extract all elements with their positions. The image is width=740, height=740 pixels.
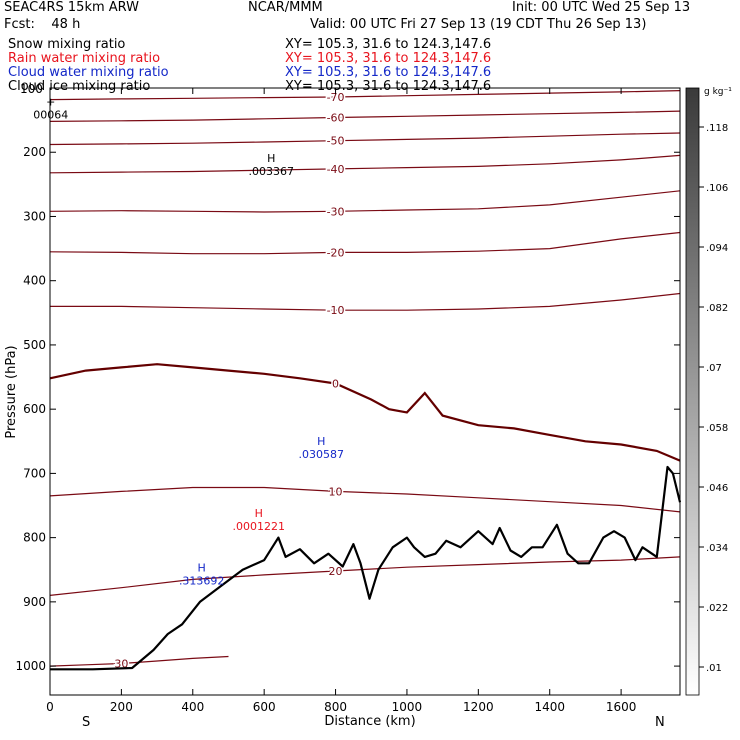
y-axis-title: Pressure (hPa) bbox=[4, 345, 19, 438]
x-tick-label: 1400 bbox=[534, 700, 565, 714]
colorbar-label: .07 bbox=[706, 363, 722, 374]
plot-frame bbox=[49, 87, 681, 696]
colorbar-label: .022 bbox=[706, 603, 728, 614]
extremum-marker: H bbox=[255, 507, 263, 520]
temperature-contour-line bbox=[49, 363, 681, 462]
colorbar-label: .094 bbox=[706, 243, 728, 254]
y-tick-label: 200 bbox=[23, 145, 46, 159]
x-axis: 0 200 400 600 800 1000 1200 1400 1600 bbox=[46, 88, 636, 714]
field-snow-name: Snow mixing ratio bbox=[8, 37, 126, 52]
temperature-contour-line bbox=[49, 132, 681, 146]
colorbar-label: .118 bbox=[706, 123, 728, 134]
colorbar-ramp bbox=[685, 87, 700, 696]
x-tick-label: 200 bbox=[110, 700, 133, 714]
model-title: SEAC4RS 15km ARW bbox=[4, 0, 140, 15]
colorbar-label: .01 bbox=[706, 663, 722, 674]
org-label: NCAR/MMM bbox=[248, 0, 323, 15]
y-tick-label: 500 bbox=[23, 338, 46, 352]
temperature-contour-line bbox=[49, 90, 681, 101]
temperature-contour-label: -70 bbox=[327, 91, 345, 104]
field-cloudwater-xy: XY= 105.3, 31.6 to 124.3,147.6 bbox=[285, 65, 492, 80]
field-rain-xy: XY= 105.3, 31.6 to 124.3,147.6 bbox=[285, 51, 492, 66]
colorbar-label: .034 bbox=[706, 543, 728, 554]
temperature-contour-label: -20 bbox=[327, 246, 345, 259]
temperature-contour-line bbox=[49, 231, 681, 255]
temperature-contour-label: -30 bbox=[327, 205, 345, 218]
terrain-line bbox=[50, 465, 682, 671]
extremum-value: .0001221 bbox=[233, 520, 286, 533]
valid-time: Valid: 00 UTC Fri 27 Sep 13 (19 CDT Thu … bbox=[310, 17, 647, 32]
temperature-contour-label: 20 bbox=[329, 565, 343, 578]
temperature-contour-label: -60 bbox=[327, 112, 345, 125]
y-tick-label: 300 bbox=[23, 209, 46, 223]
endpoint-left: S bbox=[82, 715, 90, 730]
colorbar-label: .046 bbox=[706, 483, 728, 494]
x-axis-title: Distance (km) bbox=[324, 714, 415, 729]
x-tick-label: 0 bbox=[46, 700, 54, 714]
extremum-value: 00064 bbox=[33, 109, 68, 122]
y-top-label: 100 bbox=[20, 82, 43, 96]
temperature-contour-line bbox=[50, 292, 681, 311]
temperature-contour-line bbox=[49, 190, 681, 213]
extremum-value: .313692 bbox=[179, 574, 225, 587]
y-tick-label: 1000 bbox=[15, 659, 46, 673]
temperature-contour-line bbox=[49, 110, 681, 122]
x-tick-label: 400 bbox=[181, 700, 204, 714]
y-tick-label: 400 bbox=[23, 274, 46, 288]
temperature-contour-label: 0 bbox=[332, 377, 339, 390]
y-tick-label: 900 bbox=[23, 595, 46, 609]
y-tick-label: 600 bbox=[23, 402, 46, 416]
temperature-contour-label: 10 bbox=[329, 485, 343, 498]
colorbar-label: .082 bbox=[706, 303, 728, 314]
temperature-contour-line bbox=[49, 486, 681, 513]
y-tick-label: 700 bbox=[23, 466, 46, 480]
field-cloudwater-name: Cloud water mixing ratio bbox=[8, 65, 169, 80]
y-tick-label: 800 bbox=[23, 531, 46, 545]
x-tick-label: 1200 bbox=[463, 700, 494, 714]
x-tick-label: 1600 bbox=[606, 700, 637, 714]
field-snow-xy: XY= 105.3, 31.6 to 124.3,147.6 bbox=[285, 37, 492, 52]
colorbar-label: .106 bbox=[706, 183, 728, 194]
extremum-value: .003367 bbox=[249, 165, 295, 178]
extremum-marker: + bbox=[46, 96, 55, 109]
field-cloudice-xy: XY= 105.3, 31.6 to 124.3,147.6 bbox=[285, 79, 492, 94]
extremum-marker: H bbox=[198, 561, 206, 574]
forecast-hour: Fcst: 48 h bbox=[4, 17, 81, 32]
temperature-contour-label: -50 bbox=[327, 135, 345, 148]
field-rain-name: Rain water mixing ratio bbox=[8, 51, 161, 66]
terrain-layer bbox=[50, 465, 682, 671]
colorbar-unit: g kg⁻¹ bbox=[704, 87, 732, 97]
colorbar: g kg⁻¹ .01 .022 .034 .046 .058 .07 .082 .094 .10… bbox=[685, 87, 732, 696]
extremum-value: .030587 bbox=[299, 448, 345, 461]
init-time: Init: 00 UTC Wed 25 Sep 13 bbox=[512, 0, 691, 15]
temperature-contour-line bbox=[49, 154, 681, 174]
extremum-marker: H bbox=[317, 435, 325, 448]
endpoint-right: N bbox=[655, 715, 665, 730]
temperature-contour-line bbox=[49, 556, 681, 596]
field-cloudice-name: Cloud ice mixing ratio bbox=[8, 79, 151, 94]
temperature-contour-label: -40 bbox=[327, 163, 345, 176]
x-tick-label: 600 bbox=[253, 700, 276, 714]
colorbar-label: .058 bbox=[706, 423, 728, 434]
temperature-contour-label: -10 bbox=[327, 304, 345, 317]
x-tick-label: 1000 bbox=[392, 700, 423, 714]
x-tick-label: 800 bbox=[324, 700, 347, 714]
extremum-marker: H bbox=[267, 152, 275, 165]
